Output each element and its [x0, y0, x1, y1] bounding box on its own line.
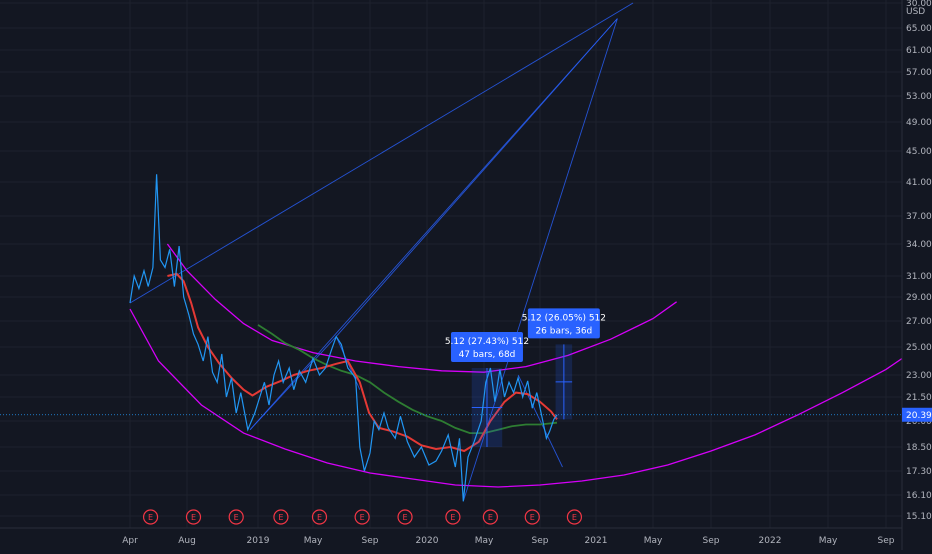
x-tick-label-9: May: [644, 536, 663, 546]
upper-curve: [166, 243, 677, 373]
last-price-badge: [902, 407, 932, 422]
earnings-badge-label-10: E: [572, 513, 577, 522]
measure-tooltip-1: [527, 308, 600, 339]
y-tick-label-1: 65.00: [906, 24, 932, 34]
earnings-badge-8[interactable]: [482, 509, 498, 525]
y-tick-label-7: 41.00: [906, 178, 932, 188]
y-tick-label-10: 31.00: [906, 272, 932, 282]
x-tick-label-10: Sep: [703, 536, 720, 546]
earnings-badge-label-3: E: [278, 513, 283, 522]
earnings-badge-6[interactable]: [397, 509, 413, 525]
x-tick-label-1: Aug: [178, 536, 196, 546]
earnings-badge-9[interactable]: [524, 509, 540, 525]
y-tick-label-14: 23.00: [906, 371, 932, 381]
y-tick-label-8: 37.00: [906, 212, 932, 222]
lower-curve: [129, 308, 916, 488]
earnings-badge-label-6: E: [403, 513, 408, 522]
earnings-badge-label-4: E: [317, 513, 322, 522]
earnings-badge-label-9: E: [530, 513, 535, 522]
x-tick-label-8: 2021: [585, 536, 608, 546]
x-tick-label-11: 2022: [759, 536, 782, 546]
x-tick-label-0: Apr: [122, 536, 138, 546]
y-tick-label-6: 45.00: [906, 147, 932, 157]
y-tick-label-19: 16.10: [906, 491, 932, 501]
earnings-badge-10[interactable]: [566, 509, 583, 525]
earnings-badge-label-0: E: [148, 513, 153, 522]
y-tick-label-18: 17.30: [906, 467, 932, 477]
x-tick-label-12: May: [819, 536, 838, 546]
earnings-badge-2[interactable]: [228, 509, 244, 525]
fan-line-1[interactable]: [249, 18, 618, 430]
y-axis-background: [902, 0, 932, 550]
earnings-badge-label-1: E: [191, 513, 196, 522]
y-tick-label-12: 27.00: [906, 317, 932, 327]
earnings-badge-label-2: E: [234, 513, 239, 522]
x-tick-label-4: Sep: [362, 536, 379, 546]
last-price-label: 20.39: [906, 411, 932, 421]
earnings-badge-label-8: E: [488, 513, 493, 522]
y-tick-label-4: 53.00: [906, 92, 932, 102]
ma-red-line: [167, 272, 558, 453]
y-tick-label-13: 25.00: [906, 343, 932, 353]
earnings-badge-label-7: E: [450, 513, 455, 522]
x-tick-label-5: 2020: [416, 536, 439, 546]
y-tick-label-16: 20.00: [906, 417, 932, 427]
y-tick-label-3: 57.00: [906, 68, 932, 78]
y-tick-label-0: 30.00: [906, 0, 932, 9]
earnings-badge-label-5: E: [360, 513, 365, 522]
earnings-badge-1[interactable]: [185, 509, 202, 525]
earnings-badge-0[interactable]: [142, 509, 159, 525]
trend-line-2[interactable]: [517, 374, 563, 468]
x-tick-label-3: May: [304, 536, 323, 546]
measure-tooltip-line2-1: 26 bars, 36d: [535, 326, 592, 336]
y-tick-label-17: 18.50: [906, 443, 932, 453]
fan-line-2[interactable]: [462, 18, 618, 502]
fan-line-3[interactable]: [335, 18, 618, 337]
earnings-badge-7[interactable]: [445, 509, 461, 525]
y-tick-label-5: 49.00: [906, 118, 932, 128]
trend-line-0[interactable]: [249, 336, 337, 430]
measure-tooltip-line1-0: 5.12 (27.43%) 512: [445, 337, 529, 347]
price-line: [129, 174, 558, 502]
measure-tooltip-0: [450, 332, 523, 362]
x-tick-label-6: May: [475, 536, 494, 546]
measure-tooltip-line2-0: 47 bars, 68d: [459, 350, 516, 360]
earnings-badge-4[interactable]: [311, 509, 328, 525]
y-tick-label-2: 61.00: [906, 46, 932, 56]
y-tick-label-20: 15.10: [906, 512, 932, 522]
y-tick-label-9: 34.00: [906, 240, 932, 250]
y-tick-label-15: 21.50: [906, 393, 932, 403]
x-tick-label-2: 2019: [247, 536, 270, 546]
x-tick-label-7: Sep: [532, 536, 549, 546]
currency-label: USD: [906, 7, 925, 17]
fan-line-0[interactable]: [129, 2, 634, 304]
earnings-badge-3[interactable]: [273, 509, 289, 525]
earnings-badge-5[interactable]: [354, 509, 370, 525]
ma-green-line: [257, 324, 558, 434]
x-tick-label-13: Sep: [878, 536, 895, 546]
y-tick-label-11: 29.00: [906, 293, 932, 303]
measure-tooltip-line1-1: 5.12 (26.05%) 512: [522, 313, 606, 323]
